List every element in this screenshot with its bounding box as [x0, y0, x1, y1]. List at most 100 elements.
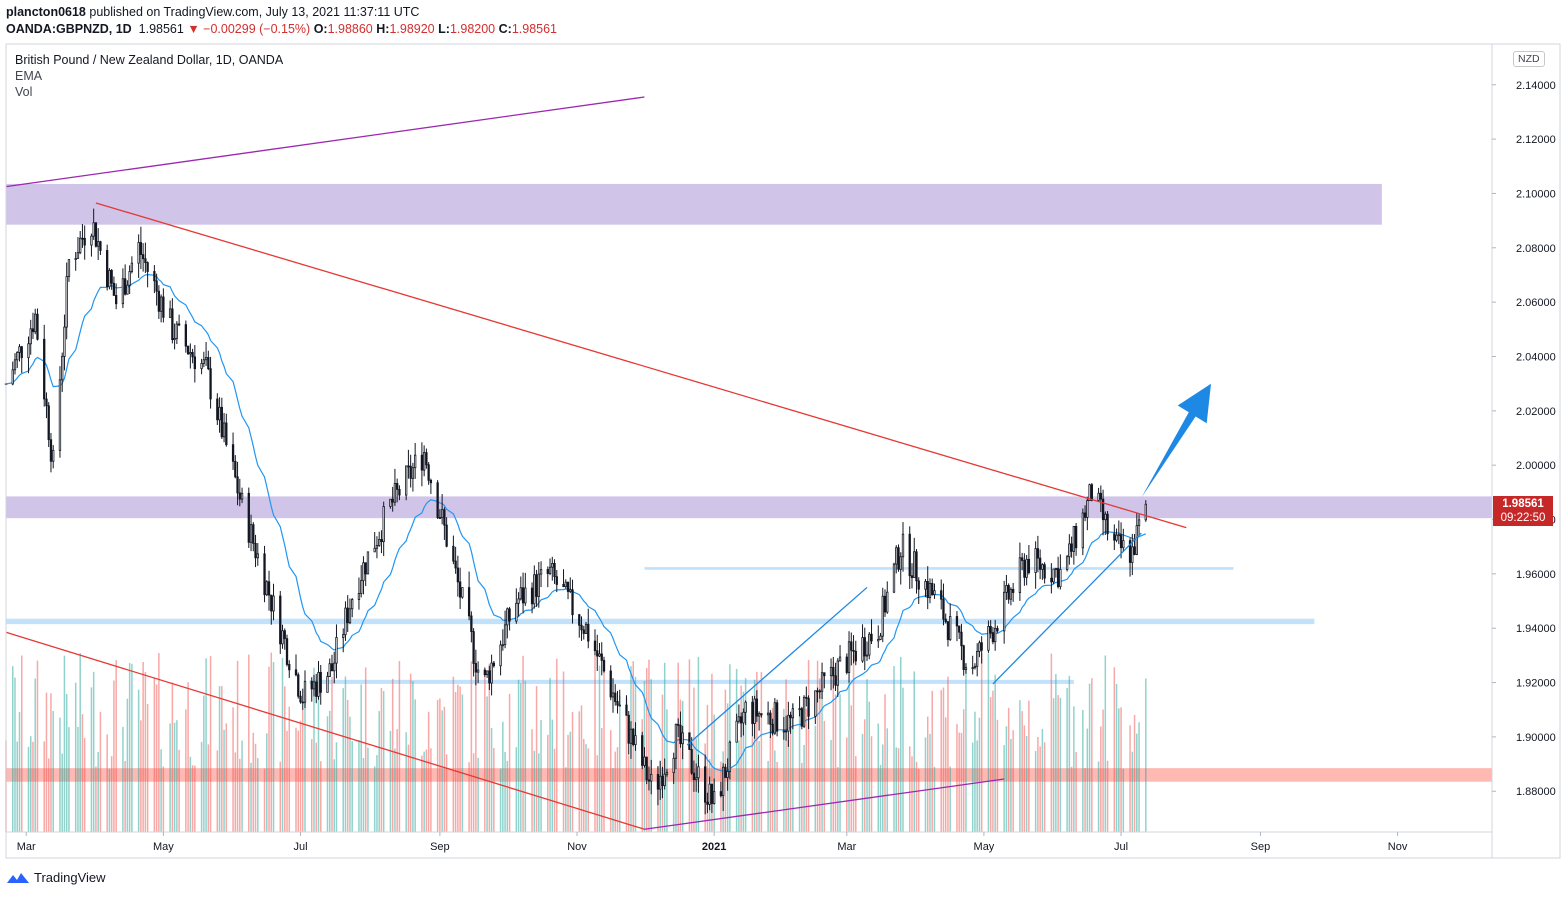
candle-body: [737, 716, 741, 722]
volume-bar: [97, 751, 99, 832]
candle-body: [524, 587, 527, 604]
volume-bar: [886, 728, 889, 832]
volume-bar: [304, 682, 306, 832]
time-axis[interactable]: Mar May Jul Sep Nov 2021 Mar May Jul Sep Nov: [17, 832, 1408, 853]
volume-bar: [200, 741, 203, 832]
volume-bar: [430, 748, 432, 832]
candle-body: [643, 756, 646, 766]
forecast-arrow: [1141, 383, 1211, 498]
volume-bar: [412, 681, 414, 832]
publisher-name[interactable]: plancton0618: [6, 5, 86, 19]
candle-body: [1038, 557, 1042, 570]
volume-bar: [1122, 768, 1125, 832]
candle-body: [1065, 556, 1069, 570]
volume-bar: [263, 768, 266, 832]
candle-body: [189, 352, 192, 355]
candle-body: [609, 670, 612, 698]
candle-body: [739, 716, 743, 724]
volume-bar: [326, 716, 329, 832]
footer-branding[interactable]: TradingView: [6, 870, 106, 885]
candle-body: [492, 662, 495, 667]
volume-bar: [1097, 761, 1100, 832]
volume-bar: [520, 683, 522, 832]
candle-body: [1036, 548, 1040, 559]
price-axis[interactable]: 2.14000 2.12000 2.10000 2.08000 2.06000 2.040…: [1492, 80, 1556, 798]
volume-bar: [425, 749, 428, 832]
volume-bar: [1037, 736, 1039, 832]
volume-bar: [346, 699, 349, 832]
candle-body: [310, 680, 313, 690]
volume-bar: [556, 658, 558, 832]
volume-bar: [1039, 746, 1041, 832]
time-tick-label: Sep: [1251, 841, 1271, 853]
candle-body: [663, 773, 666, 787]
candle-body: [661, 775, 664, 787]
candle-body: [303, 680, 307, 703]
candle-body: [719, 791, 723, 797]
volume-bar: [1052, 698, 1055, 832]
volume-bar: [783, 708, 785, 832]
candle-body: [548, 566, 552, 574]
candle-body: [420, 454, 424, 471]
volume-bar: [571, 711, 574, 832]
candle-body: [29, 328, 32, 345]
candle-body: [281, 630, 284, 645]
candle-body: [1128, 540, 1132, 563]
volume-bar: [1066, 688, 1068, 832]
candle-body: [249, 524, 253, 543]
price-tick-label: 1.92000: [1516, 678, 1556, 690]
volume-bar: [1136, 733, 1138, 832]
volume-bar: [234, 752, 237, 832]
candle-body: [535, 574, 538, 597]
candle-body: [186, 345, 190, 355]
candle-body: [877, 639, 880, 642]
zone-red-5: [6, 768, 1492, 782]
volume-bar: [832, 661, 835, 832]
trendline-red: [5, 631, 645, 830]
candle-body: [146, 262, 149, 272]
legend-indicator-vol[interactable]: Vol: [15, 85, 33, 99]
candle-body: [832, 666, 835, 677]
volume-bar: [286, 730, 288, 832]
volume-bar: [106, 734, 108, 832]
candle-body: [964, 667, 968, 670]
candle-body: [144, 258, 147, 264]
candle-body: [346, 607, 349, 624]
volume-bar: [29, 736, 32, 832]
volume-bar: [108, 768, 111, 832]
candle-body: [836, 660, 839, 686]
volume-bar: [549, 677, 551, 832]
volume-bar: [367, 747, 369, 832]
volume-bar: [380, 687, 383, 832]
volume-bar: [578, 711, 581, 832]
volume-bar: [535, 686, 538, 832]
candle-body: [411, 467, 415, 479]
volume-bar: [956, 724, 958, 832]
candle-body: [820, 672, 824, 692]
candle-body: [665, 772, 669, 775]
candle-body: [958, 625, 961, 633]
volume-bar: [690, 767, 693, 832]
candle-body: [926, 581, 929, 599]
candle-body: [744, 701, 747, 713]
candle-body: [681, 732, 684, 745]
candle-body: [97, 241, 100, 247]
candle-body: [659, 775, 662, 790]
symbol-label: OANDA:GBPNZD, 1D: [6, 22, 132, 36]
volume-bar: [706, 704, 709, 832]
candle-body: [405, 465, 408, 496]
candle-body: [580, 624, 583, 631]
currency-label[interactable]: NZD: [1513, 51, 1545, 67]
legend-indicator-ema[interactable]: EMA: [15, 69, 43, 83]
candle-body: [106, 250, 109, 288]
volume-bar: [538, 753, 540, 832]
close-label: C:: [498, 22, 512, 36]
candle-body: [130, 262, 134, 272]
candle-body: [656, 773, 660, 790]
volume-bar: [409, 673, 412, 832]
time-tick-label: Jul: [1114, 841, 1128, 853]
volume-bar: [373, 766, 376, 832]
candle-body: [1119, 534, 1123, 549]
candle-body: [897, 547, 900, 570]
